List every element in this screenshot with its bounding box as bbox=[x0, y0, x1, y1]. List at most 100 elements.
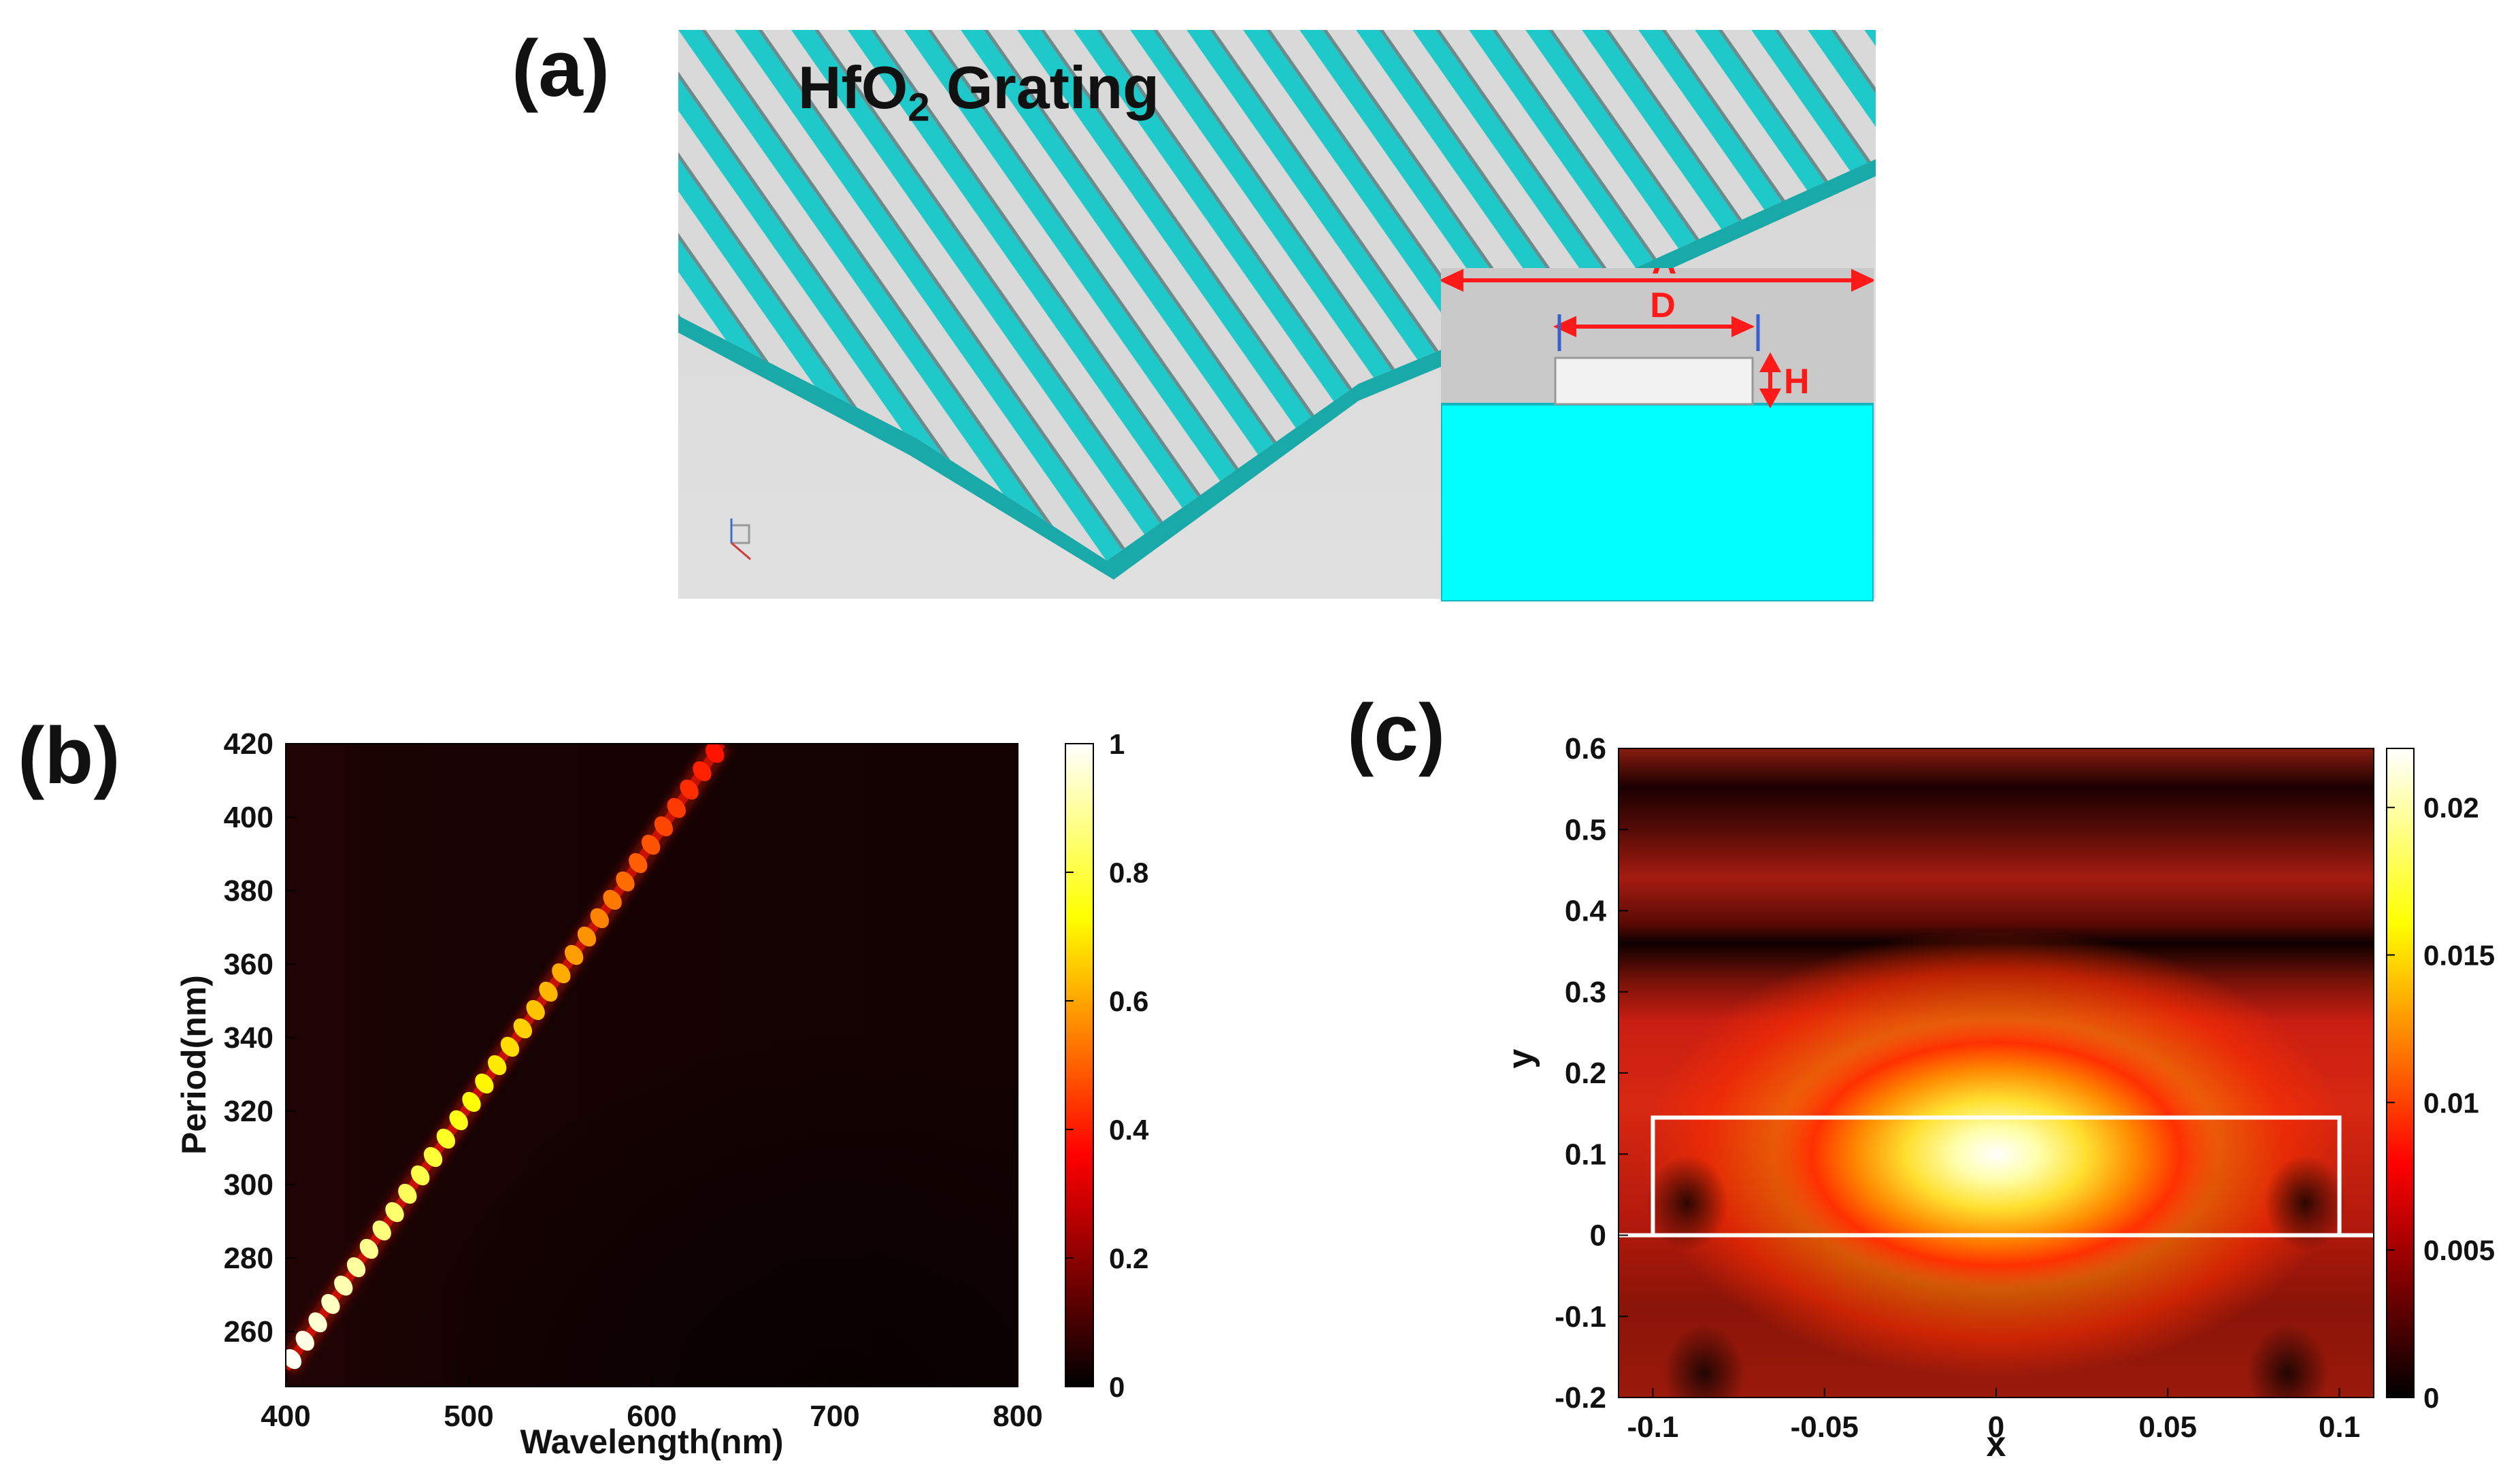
b-ytick-label: 340 bbox=[224, 1021, 273, 1055]
b-plot-area bbox=[285, 743, 1018, 1387]
b-resonance-point bbox=[500, 1036, 520, 1057]
b-resonance-point bbox=[295, 1330, 314, 1351]
b-resonance-point bbox=[680, 779, 699, 800]
grating-ridge bbox=[1554, 357, 1754, 406]
b-ytick-label: 280 bbox=[224, 1242, 273, 1275]
c-ytick-label: 0.5 bbox=[1565, 813, 1606, 846]
b-resonance-point bbox=[436, 1128, 456, 1149]
b-resonance-point bbox=[359, 1238, 379, 1259]
c-ytick-label: 0.6 bbox=[1565, 732, 1606, 765]
panel-c-label: (c) bbox=[1347, 688, 1446, 778]
b-resonance-point bbox=[642, 834, 661, 855]
b-resonance-point bbox=[693, 761, 712, 782]
b-cbar-label: 0 bbox=[1109, 1371, 1125, 1403]
b-resonance-point bbox=[577, 926, 597, 947]
c-xtick-label: 0 bbox=[1988, 1410, 2004, 1444]
c-ylabel: y bbox=[1501, 1048, 1540, 1068]
b-resonance-point bbox=[334, 1275, 353, 1296]
b-resonance-point bbox=[286, 1349, 302, 1370]
c-xtick-label: -0.1 bbox=[1627, 1410, 1679, 1444]
inset-width-label: D bbox=[1650, 286, 1676, 325]
b-ytick-label: 300 bbox=[224, 1168, 273, 1202]
b-ytick-label: 360 bbox=[224, 948, 273, 981]
b-ytick-label: 260 bbox=[224, 1315, 273, 1349]
c-ytick-label: 0.3 bbox=[1565, 976, 1606, 1009]
b-resonance-point bbox=[667, 797, 686, 819]
b-resonance-point bbox=[372, 1220, 391, 1241]
b-resonance-point bbox=[526, 999, 545, 1021]
c-cbar-label: 0.005 bbox=[2423, 1234, 2495, 1266]
b-resonance-point bbox=[308, 1312, 327, 1333]
b-cbar-label: 1 bbox=[1109, 728, 1125, 760]
b-resonance-point bbox=[552, 963, 571, 984]
b-resonance-point bbox=[513, 1018, 533, 1039]
panel-a-title: HfO2 Grating bbox=[798, 53, 1159, 131]
b-ytick-label: 320 bbox=[224, 1095, 273, 1128]
b-ytick-label: 420 bbox=[224, 727, 273, 761]
b-resonance-point bbox=[565, 944, 584, 965]
c-ytick-label: 0.4 bbox=[1565, 895, 1607, 928]
panel-a-title-rest: Grating bbox=[929, 54, 1159, 121]
c-field-node bbox=[2247, 1325, 2329, 1398]
b-ytick-label: 380 bbox=[224, 874, 273, 908]
b-resonance-point bbox=[398, 1183, 417, 1204]
b-cbar-label: 0.4 bbox=[1109, 1114, 1149, 1146]
c-field-node bbox=[1646, 1155, 1728, 1251]
b-xtick-label: 600 bbox=[627, 1400, 676, 1433]
b-resonance-point bbox=[411, 1165, 430, 1186]
b-resonance-point bbox=[590, 908, 609, 929]
b-xtick-label: 500 bbox=[444, 1400, 493, 1433]
panel-a-title-main: HfO bbox=[798, 54, 908, 121]
b-resonance-point bbox=[616, 871, 635, 892]
chart-c: -0.1 -0.05 0 0.05 0.1 -0.2 -0.1 0 0.1 0.2 0.3 0.4 0… bbox=[1501, 732, 2495, 1464]
c-cbar-label: 0.015 bbox=[2423, 940, 2495, 972]
c-field-node bbox=[1663, 1325, 1746, 1398]
b-resonance-point bbox=[321, 1293, 340, 1315]
b-resonance-point bbox=[629, 853, 648, 874]
b-resonance-point bbox=[423, 1146, 443, 1168]
panel-b-label: (b) bbox=[18, 711, 120, 801]
c-cbar-label: 0.02 bbox=[2423, 792, 2479, 824]
b-cbar-label: 0.8 bbox=[1109, 857, 1148, 889]
b-resonance-point bbox=[475, 1073, 494, 1094]
b-resonance-point bbox=[488, 1055, 507, 1076]
c-plot-area bbox=[1618, 748, 2374, 1398]
c-xlabel: x bbox=[1987, 1425, 2006, 1464]
c-ytick-label: 0.1 bbox=[1565, 1138, 1606, 1171]
c-ytick-label: 0 bbox=[1590, 1219, 1606, 1253]
b-cbar-label: 0.2 bbox=[1109, 1242, 1148, 1274]
b-xtick-label: 800 bbox=[993, 1400, 1042, 1433]
b-resonance-point bbox=[449, 1110, 468, 1131]
b-ytick-label: 400 bbox=[224, 801, 273, 834]
c-field-peak bbox=[1772, 1018, 2221, 1291]
b-resonance-point bbox=[539, 981, 558, 1002]
grating-cross-section-inset: Λ D H bbox=[1441, 268, 1874, 601]
panel-a-title-sub: 2 bbox=[908, 85, 930, 130]
c-cbar-label: 0 bbox=[2423, 1382, 2439, 1414]
c-cbar-label: 0.01 bbox=[2423, 1087, 2479, 1119]
b-resonance-point bbox=[654, 816, 674, 837]
b-resonance-point bbox=[346, 1257, 366, 1278]
b-resonance-point bbox=[706, 744, 725, 763]
c-colorbar bbox=[2386, 748, 2415, 1398]
b-xtick-label: 700 bbox=[810, 1400, 859, 1433]
b-resonance-point bbox=[462, 1091, 481, 1112]
inset-period-label: Λ bbox=[1653, 268, 1676, 282]
c-ytick-label: -0.1 bbox=[1555, 1300, 1606, 1334]
inset-height-label: H bbox=[1784, 362, 1810, 401]
c-xtick-label: 0.05 bbox=[2138, 1410, 2197, 1444]
b-resonance-point bbox=[385, 1202, 404, 1223]
c-field-node bbox=[2264, 1155, 2347, 1251]
chart-b: 400 500 600 700 800 260 280 300 320 340 360 380 400… bbox=[175, 727, 1149, 1461]
b-colorbar bbox=[1065, 743, 1094, 1387]
c-ytick-label: -0.2 bbox=[1555, 1381, 1606, 1415]
b-resonance-point bbox=[603, 889, 622, 910]
axis-triad-icon bbox=[730, 518, 751, 561]
b-xlabel: Wavelength(nm) bbox=[520, 1423, 783, 1461]
b-ylabel: Period(nm) bbox=[175, 975, 213, 1155]
b-xtick-label: 400 bbox=[261, 1400, 310, 1433]
c-ytick-label: 0.2 bbox=[1565, 1057, 1606, 1090]
panel-a-label: (a) bbox=[512, 24, 610, 114]
c-xtick-label: 0.1 bbox=[2319, 1410, 2360, 1444]
b-cbar-label: 0.6 bbox=[1109, 985, 1148, 1017]
